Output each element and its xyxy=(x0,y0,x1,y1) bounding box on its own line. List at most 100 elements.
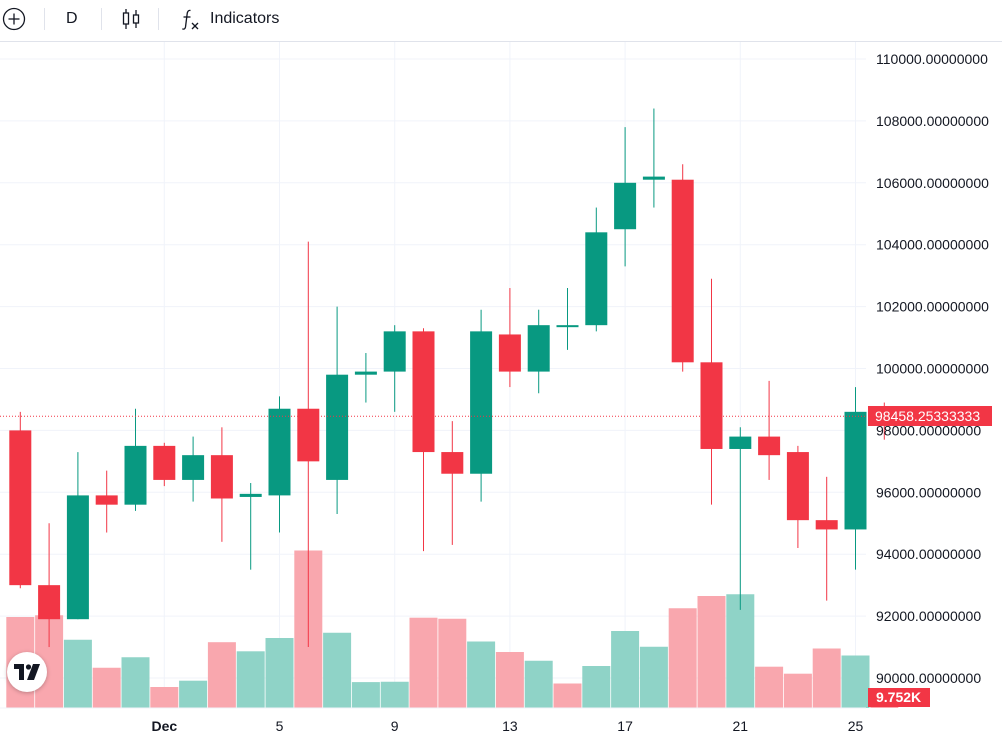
candle-body xyxy=(124,445,147,505)
volume-bar xyxy=(524,660,553,708)
add-symbol-button[interactable] xyxy=(2,0,26,38)
price-tick-label: 94000.00000000 xyxy=(876,546,981,562)
candle xyxy=(38,523,61,648)
interval-label: D xyxy=(66,10,78,27)
volume-bar xyxy=(495,652,524,708)
volume-bar xyxy=(63,639,92,708)
volume-bar xyxy=(236,651,265,708)
volume-bar xyxy=(553,683,582,708)
candle xyxy=(326,306,349,514)
volume-bar xyxy=(726,594,755,708)
chart-type-button[interactable] xyxy=(120,0,142,38)
candle xyxy=(470,309,493,502)
tradingview-logo-icon[interactable] xyxy=(7,652,47,692)
volume-bar xyxy=(92,667,121,708)
volume-bar xyxy=(409,617,438,708)
plus-circle-icon xyxy=(2,7,26,31)
toolbar-divider xyxy=(158,8,159,30)
candle-body xyxy=(383,331,406,372)
volume-bar xyxy=(812,648,841,708)
volume-bar xyxy=(783,673,812,708)
candle xyxy=(758,380,781,480)
candle-body xyxy=(729,436,752,449)
candle xyxy=(9,411,32,589)
candle-body xyxy=(786,452,809,521)
time-tick-label: 21 xyxy=(733,718,749,734)
candle-body xyxy=(354,371,377,375)
volume-bar xyxy=(582,666,611,708)
candle xyxy=(124,408,147,511)
volume-bar xyxy=(611,631,640,708)
candle-body xyxy=(441,452,464,474)
price-tick-label: 106000.00000000 xyxy=(876,175,989,191)
candle xyxy=(239,483,262,570)
candle xyxy=(844,387,867,570)
price-tick-label: 104000.00000000 xyxy=(876,237,989,253)
function-icon xyxy=(182,9,199,30)
volume-bar xyxy=(150,687,179,708)
candle-body xyxy=(671,179,694,363)
time-tick-label: 25 xyxy=(848,718,864,734)
toolbar-divider xyxy=(44,8,45,30)
time-tick-label: 13 xyxy=(502,718,518,734)
candle-body xyxy=(844,411,867,530)
volume-bar xyxy=(207,642,236,708)
last-price-label: 98458.25333333 xyxy=(868,406,992,427)
candle-body xyxy=(210,455,233,499)
volume-bar xyxy=(380,681,409,708)
indicators-label: Indicators xyxy=(210,10,280,27)
candle-body xyxy=(815,520,838,530)
candle xyxy=(297,241,320,648)
candle xyxy=(700,278,723,505)
volume-bar xyxy=(438,618,467,708)
top-toolbar: D Indicators xyxy=(0,0,1002,38)
interval-button[interactable]: D xyxy=(66,0,78,38)
volume-bar xyxy=(121,657,150,708)
price-axis[interactable]: 110000.00000000 108000.00000000 106000.000… xyxy=(876,51,989,686)
price-tick-label: 108000.00000000 xyxy=(876,113,989,129)
volume-bar xyxy=(351,682,380,708)
candle-body xyxy=(182,455,205,480)
candle-body xyxy=(153,445,176,480)
candle xyxy=(383,325,406,412)
candle xyxy=(153,442,176,487)
time-tick-label: Dec xyxy=(151,718,177,734)
candle xyxy=(95,470,118,533)
candlesticks xyxy=(9,108,896,648)
price-tick-label: 90000.00000000 xyxy=(876,670,981,686)
candle xyxy=(815,476,838,601)
candle-body xyxy=(412,331,435,453)
price-tick-label: 98000.00000000 xyxy=(876,422,981,438)
candle-body xyxy=(95,495,118,505)
candle-body xyxy=(326,374,349,480)
indicators-button[interactable]: Indicators xyxy=(178,0,279,38)
volume-label: 9.752K xyxy=(868,688,930,707)
toolbar-divider xyxy=(101,8,102,30)
volume-bar xyxy=(668,608,697,708)
price-tick-label: 102000.00000000 xyxy=(876,299,989,315)
volume-bar xyxy=(639,646,668,708)
candle-body xyxy=(268,408,291,496)
candle-body xyxy=(758,436,781,456)
price-chart[interactable]: 110000.00000000 108000.00000000 106000.000… xyxy=(0,42,1002,739)
volume-bar xyxy=(323,632,352,708)
candle xyxy=(642,108,665,208)
candle-body xyxy=(614,182,637,230)
candle xyxy=(66,452,89,620)
volume-bar xyxy=(755,666,784,708)
time-tick-label: 9 xyxy=(391,718,399,734)
volume-bar xyxy=(179,680,208,708)
price-tick-label: 110000.00000000 xyxy=(876,51,988,67)
candle xyxy=(556,288,579,350)
candle-body xyxy=(297,408,320,462)
candle xyxy=(614,127,637,267)
candle xyxy=(441,421,464,545)
candle-body xyxy=(498,334,521,372)
candle-body xyxy=(556,325,579,328)
candle-body xyxy=(38,585,61,620)
time-tick-label: 17 xyxy=(617,718,633,734)
volume-bar xyxy=(265,638,294,708)
volume-bar xyxy=(467,641,496,708)
volume-bar xyxy=(697,596,726,708)
time-axis[interactable]: Dec 5 9 13 17 21 25 xyxy=(151,718,863,734)
